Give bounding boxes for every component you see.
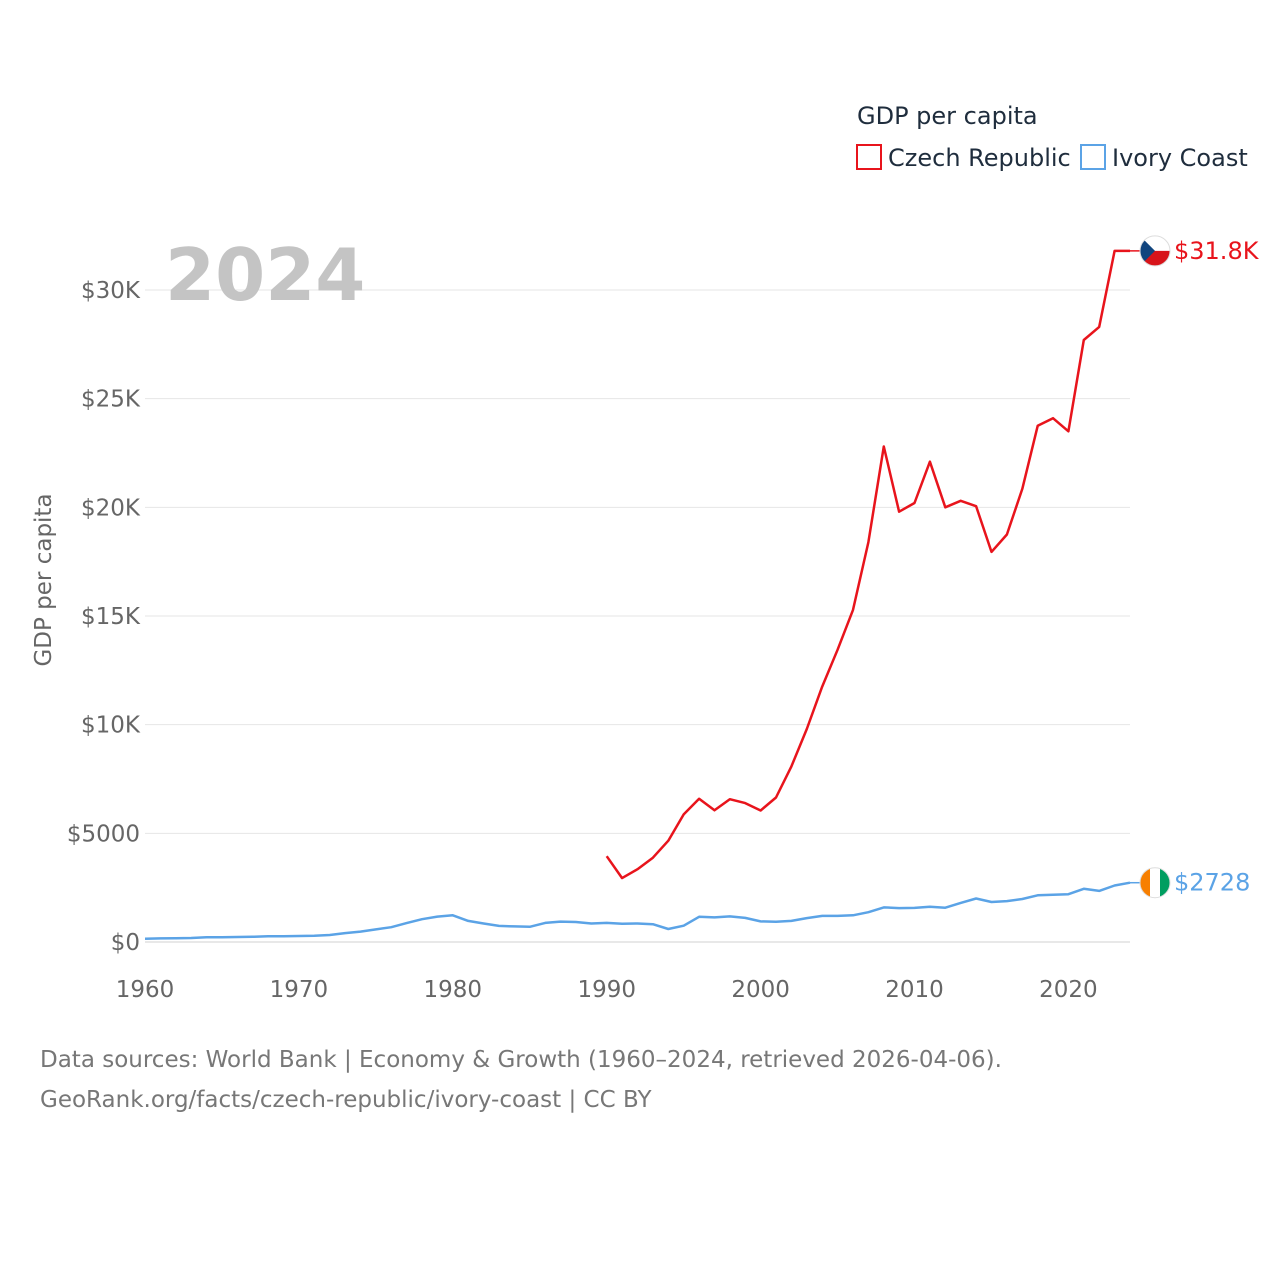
legend-swatch	[1080, 144, 1106, 170]
y-tick-label: $0	[111, 930, 140, 956]
x-tick-label: 2010	[885, 977, 944, 1003]
legend-swatch	[856, 144, 882, 170]
x-axis-ticks: 1960 1970 1980 1990 2000 2010 2020	[116, 977, 1098, 1003]
legend: GDP per capita Czech Republic Ivory Coast	[856, 102, 1248, 172]
series-lines	[144, 249, 1131, 940]
y-tick-label: $5000	[67, 821, 140, 847]
y-tick-label: $15K	[81, 604, 141, 630]
y-tick-label: $25K	[81, 387, 141, 413]
x-tick-label: 1980	[424, 977, 483, 1003]
y-tick-label: $20K	[81, 495, 141, 521]
series-line-ivory-coast	[144, 881, 1131, 940]
series-end-labels: $31.8K $2728	[1130, 235, 1260, 899]
x-tick-label: 1970	[270, 977, 329, 1003]
legend-label: Ivory Coast	[1112, 144, 1248, 172]
y-tick-label: $30K	[81, 278, 141, 304]
legend-title: GDP per capita	[857, 102, 1038, 130]
series-line-czech-republic	[605, 249, 1130, 880]
footer-sources: Data sources: World Bank | Economy & Gro…	[40, 1047, 1002, 1073]
ivory-coast-flag-icon	[1139, 867, 1171, 899]
x-tick-label: 2020	[1039, 977, 1098, 1003]
footer-link[interactable]: GeoRank.org/facts/czech-republic/ivory-c…	[40, 1087, 652, 1113]
legend-label: Czech Republic	[888, 144, 1071, 172]
y-axis-label: GDP per capita	[31, 493, 57, 666]
legend-item-czech-republic[interactable]: Czech Republic	[856, 144, 1071, 172]
footer: Data sources: World Bank | Economy & Gro…	[40, 1040, 1260, 1120]
end-label-czech-republic: $31.8K	[1174, 237, 1260, 265]
y-axis-ticks: $0 $5000 $10K $15K $20K $25K $30K	[67, 278, 141, 956]
gridlines	[145, 289, 1130, 943]
legend-item-ivory-coast[interactable]: Ivory Coast	[1080, 144, 1248, 172]
year-label: 2024	[165, 233, 365, 317]
x-tick-label: 1990	[577, 977, 636, 1003]
x-tick-label: 2000	[731, 977, 790, 1003]
y-tick-label: $10K	[81, 713, 141, 739]
czech-flag-icon	[1139, 235, 1171, 267]
gdp-chart: $0 $5000 $10K $15K $20K $25K $30K 1960 1970 1980…	[31, 102, 1260, 1003]
end-label-ivory-coast: $2728	[1174, 869, 1250, 897]
x-tick-label: 1960	[116, 977, 175, 1003]
